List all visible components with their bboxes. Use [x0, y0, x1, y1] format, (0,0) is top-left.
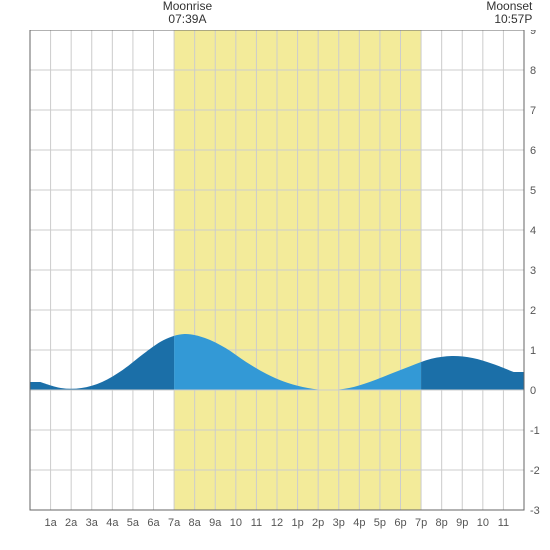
x-tick-label: 4p	[353, 517, 365, 529]
y-tick-label: 3	[530, 265, 536, 277]
x-tick-label: 11	[498, 517, 509, 529]
y-tick-label: 1	[530, 345, 536, 357]
x-tick-label: 6a	[147, 517, 160, 529]
y-tick-label: 8	[530, 65, 536, 77]
y-tick-label: 9	[530, 30, 536, 37]
y-tick-label: 0	[530, 385, 536, 397]
x-tick-label: 2a	[65, 517, 78, 529]
x-tick-label: 9a	[209, 517, 222, 529]
tide-chart: -3-2-101234567891a2a3a4a5a6a7a8a9a101112…	[0, 30, 550, 550]
y-tick-label: 4	[530, 225, 536, 237]
x-tick-label: 11	[251, 517, 262, 529]
x-tick-label: 1p	[291, 517, 303, 529]
moonrise-block: Moonrise 07:39A	[157, 0, 217, 26]
x-tick-label: 5a	[127, 517, 140, 529]
x-tick-label: 8p	[436, 517, 448, 529]
x-tick-label: 4a	[106, 517, 119, 529]
chart-header: Moonrise 07:39A Moonset 10:57P	[0, 0, 550, 30]
x-tick-label: 7a	[168, 517, 181, 529]
x-tick-label: 8a	[189, 517, 202, 529]
x-tick-label: 10	[230, 517, 242, 529]
y-tick-label: -2	[530, 465, 540, 477]
x-tick-label: 10	[477, 517, 489, 529]
x-tick-label: 3p	[333, 517, 345, 529]
x-tick-label: 12	[271, 517, 283, 529]
moonrise-time: 07:39A	[157, 13, 217, 26]
y-tick-label: 6	[530, 145, 536, 157]
x-tick-label: 5p	[374, 517, 386, 529]
x-tick-label: 9p	[456, 517, 468, 529]
y-tick-label: -3	[530, 505, 540, 517]
y-tick-label: -1	[530, 425, 540, 437]
y-tick-label: 2	[530, 305, 536, 317]
x-tick-label: 1a	[44, 517, 57, 529]
x-tick-label: 6p	[394, 517, 406, 529]
moonset-time: 10:57P	[472, 13, 532, 26]
x-tick-label: 3a	[86, 517, 99, 529]
moonset-block: Moonset 10:57P	[472, 0, 532, 26]
x-tick-label: 7p	[415, 517, 427, 529]
y-tick-label: 5	[530, 185, 536, 197]
y-tick-label: 7	[530, 105, 536, 117]
x-tick-label: 2p	[312, 517, 324, 529]
